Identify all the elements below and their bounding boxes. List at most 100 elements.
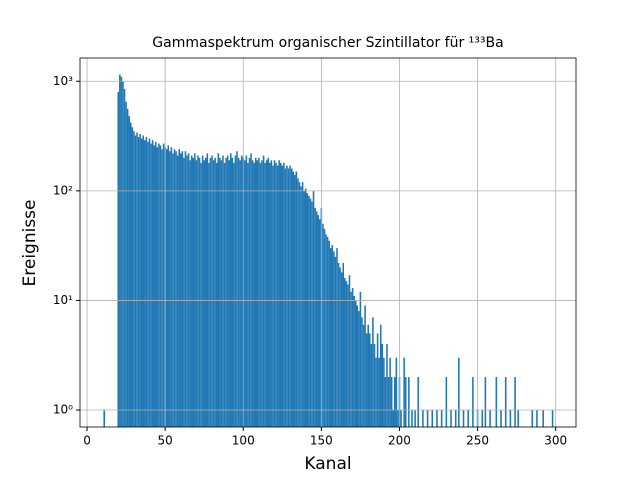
bar xyxy=(120,76,123,428)
x-tick-label: 250 xyxy=(466,434,489,448)
y-axis-label: Ereignisse xyxy=(20,199,40,286)
bar xyxy=(397,410,399,427)
bar xyxy=(361,317,363,427)
bar xyxy=(295,171,298,427)
bar xyxy=(300,186,302,427)
bar xyxy=(272,165,274,427)
bar xyxy=(181,151,184,427)
bar xyxy=(364,305,366,427)
bar xyxy=(386,344,388,427)
bar xyxy=(217,153,220,428)
bar xyxy=(322,223,324,427)
bar xyxy=(356,305,359,427)
bar xyxy=(176,155,179,427)
bar xyxy=(336,248,338,427)
bar xyxy=(154,141,157,428)
bar xyxy=(133,131,135,427)
bar xyxy=(489,410,491,427)
bar xyxy=(173,149,176,427)
bar xyxy=(198,157,201,427)
y-tick-label: 10¹ xyxy=(53,293,73,307)
bar xyxy=(162,143,165,428)
bar xyxy=(239,160,241,427)
bar xyxy=(254,157,257,427)
bar xyxy=(226,155,229,427)
bar xyxy=(350,291,352,427)
bar xyxy=(194,153,196,428)
bar xyxy=(248,157,251,427)
x-tick-label: 50 xyxy=(157,434,172,448)
bar xyxy=(383,357,385,427)
bar xyxy=(158,143,160,428)
bar xyxy=(195,160,198,427)
bar xyxy=(365,333,368,427)
bar xyxy=(517,410,519,427)
bar xyxy=(400,410,402,427)
bar xyxy=(345,281,348,427)
x-tick-label: 300 xyxy=(544,434,567,448)
bar xyxy=(284,168,287,428)
bar xyxy=(264,162,266,427)
bar xyxy=(253,162,255,427)
bar xyxy=(178,149,180,427)
bar xyxy=(394,377,396,427)
bar xyxy=(389,357,391,427)
bar xyxy=(225,157,227,427)
bar xyxy=(237,157,240,427)
bar xyxy=(504,377,507,427)
bar xyxy=(206,153,209,428)
bar xyxy=(298,182,301,427)
bar xyxy=(128,116,130,427)
y-tick-label: 10³ xyxy=(53,74,73,88)
bar xyxy=(184,151,187,427)
bar xyxy=(317,215,320,427)
bar xyxy=(142,135,145,428)
bar xyxy=(215,162,218,427)
bar xyxy=(170,147,173,427)
bar xyxy=(358,311,360,427)
bar xyxy=(262,155,265,427)
bar xyxy=(325,234,327,427)
bar xyxy=(458,357,460,427)
bar xyxy=(125,101,127,428)
bar xyxy=(462,410,465,427)
x-tick-label: 150 xyxy=(310,434,333,448)
bar xyxy=(436,410,438,427)
bar xyxy=(379,324,382,427)
bar xyxy=(303,190,305,427)
bar xyxy=(167,145,170,427)
bar xyxy=(290,168,293,428)
bar xyxy=(151,140,154,427)
bar xyxy=(450,410,452,427)
bar xyxy=(514,377,516,427)
bar xyxy=(269,162,271,427)
bar xyxy=(201,155,204,427)
bar xyxy=(186,155,188,427)
bar xyxy=(387,377,390,427)
chart-title: Gammaspektrum organischer Szintillator f… xyxy=(152,35,503,51)
bar xyxy=(251,160,254,427)
bar xyxy=(233,162,235,427)
bar xyxy=(259,162,262,427)
bar xyxy=(329,248,332,427)
bar xyxy=(484,377,487,427)
bar xyxy=(122,81,124,428)
bar xyxy=(261,160,263,427)
bar xyxy=(147,141,149,428)
bar xyxy=(234,155,237,427)
bar xyxy=(362,324,365,427)
bar xyxy=(267,157,270,427)
bar xyxy=(187,153,190,428)
bar xyxy=(204,157,207,427)
bar xyxy=(276,165,279,427)
bar xyxy=(414,410,416,427)
x-tick-label: 0 xyxy=(83,434,91,448)
bar xyxy=(411,410,413,427)
bar xyxy=(144,140,146,427)
bar xyxy=(148,138,151,427)
bar xyxy=(304,188,307,427)
bar xyxy=(265,160,268,427)
bar xyxy=(319,219,321,427)
bar xyxy=(275,162,277,427)
bar xyxy=(279,162,282,427)
